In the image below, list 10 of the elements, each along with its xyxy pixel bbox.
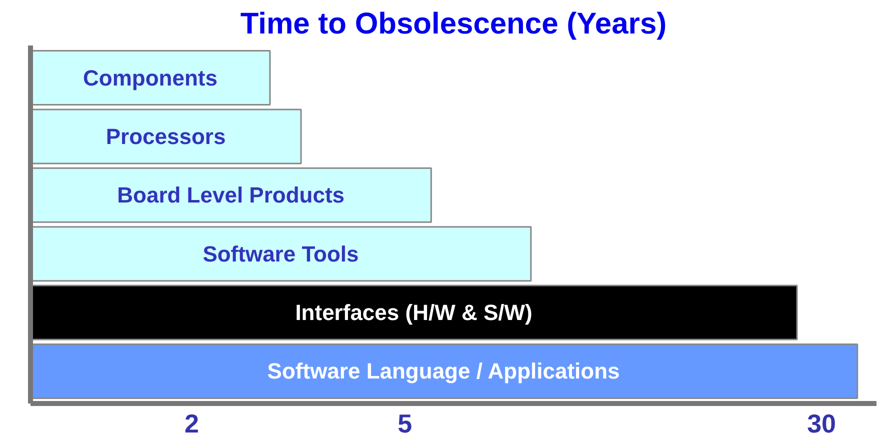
x-tick-label: 5 [398, 408, 412, 435]
y-tick-label: Software Language / Applications [267, 358, 620, 384]
y-tick-label: Software Tools [202, 241, 359, 266]
x-tick-label: 2 [184, 408, 199, 435]
y-tick-label: Components [83, 65, 218, 90]
chart-title: Time to Obsolescence (Years) [240, 8, 667, 40]
y-tick-label: Processors [106, 124, 226, 149]
x-tick-label: 30 [807, 408, 836, 435]
y-tick-label: Interfaces (H/W & S/W) [295, 300, 532, 326]
y-tick-label: Board Level Products [117, 182, 345, 208]
